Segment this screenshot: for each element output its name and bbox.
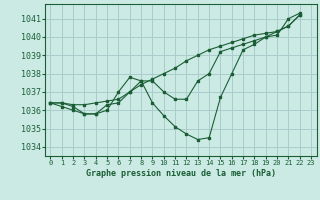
X-axis label: Graphe pression niveau de la mer (hPa): Graphe pression niveau de la mer (hPa): [86, 169, 276, 178]
